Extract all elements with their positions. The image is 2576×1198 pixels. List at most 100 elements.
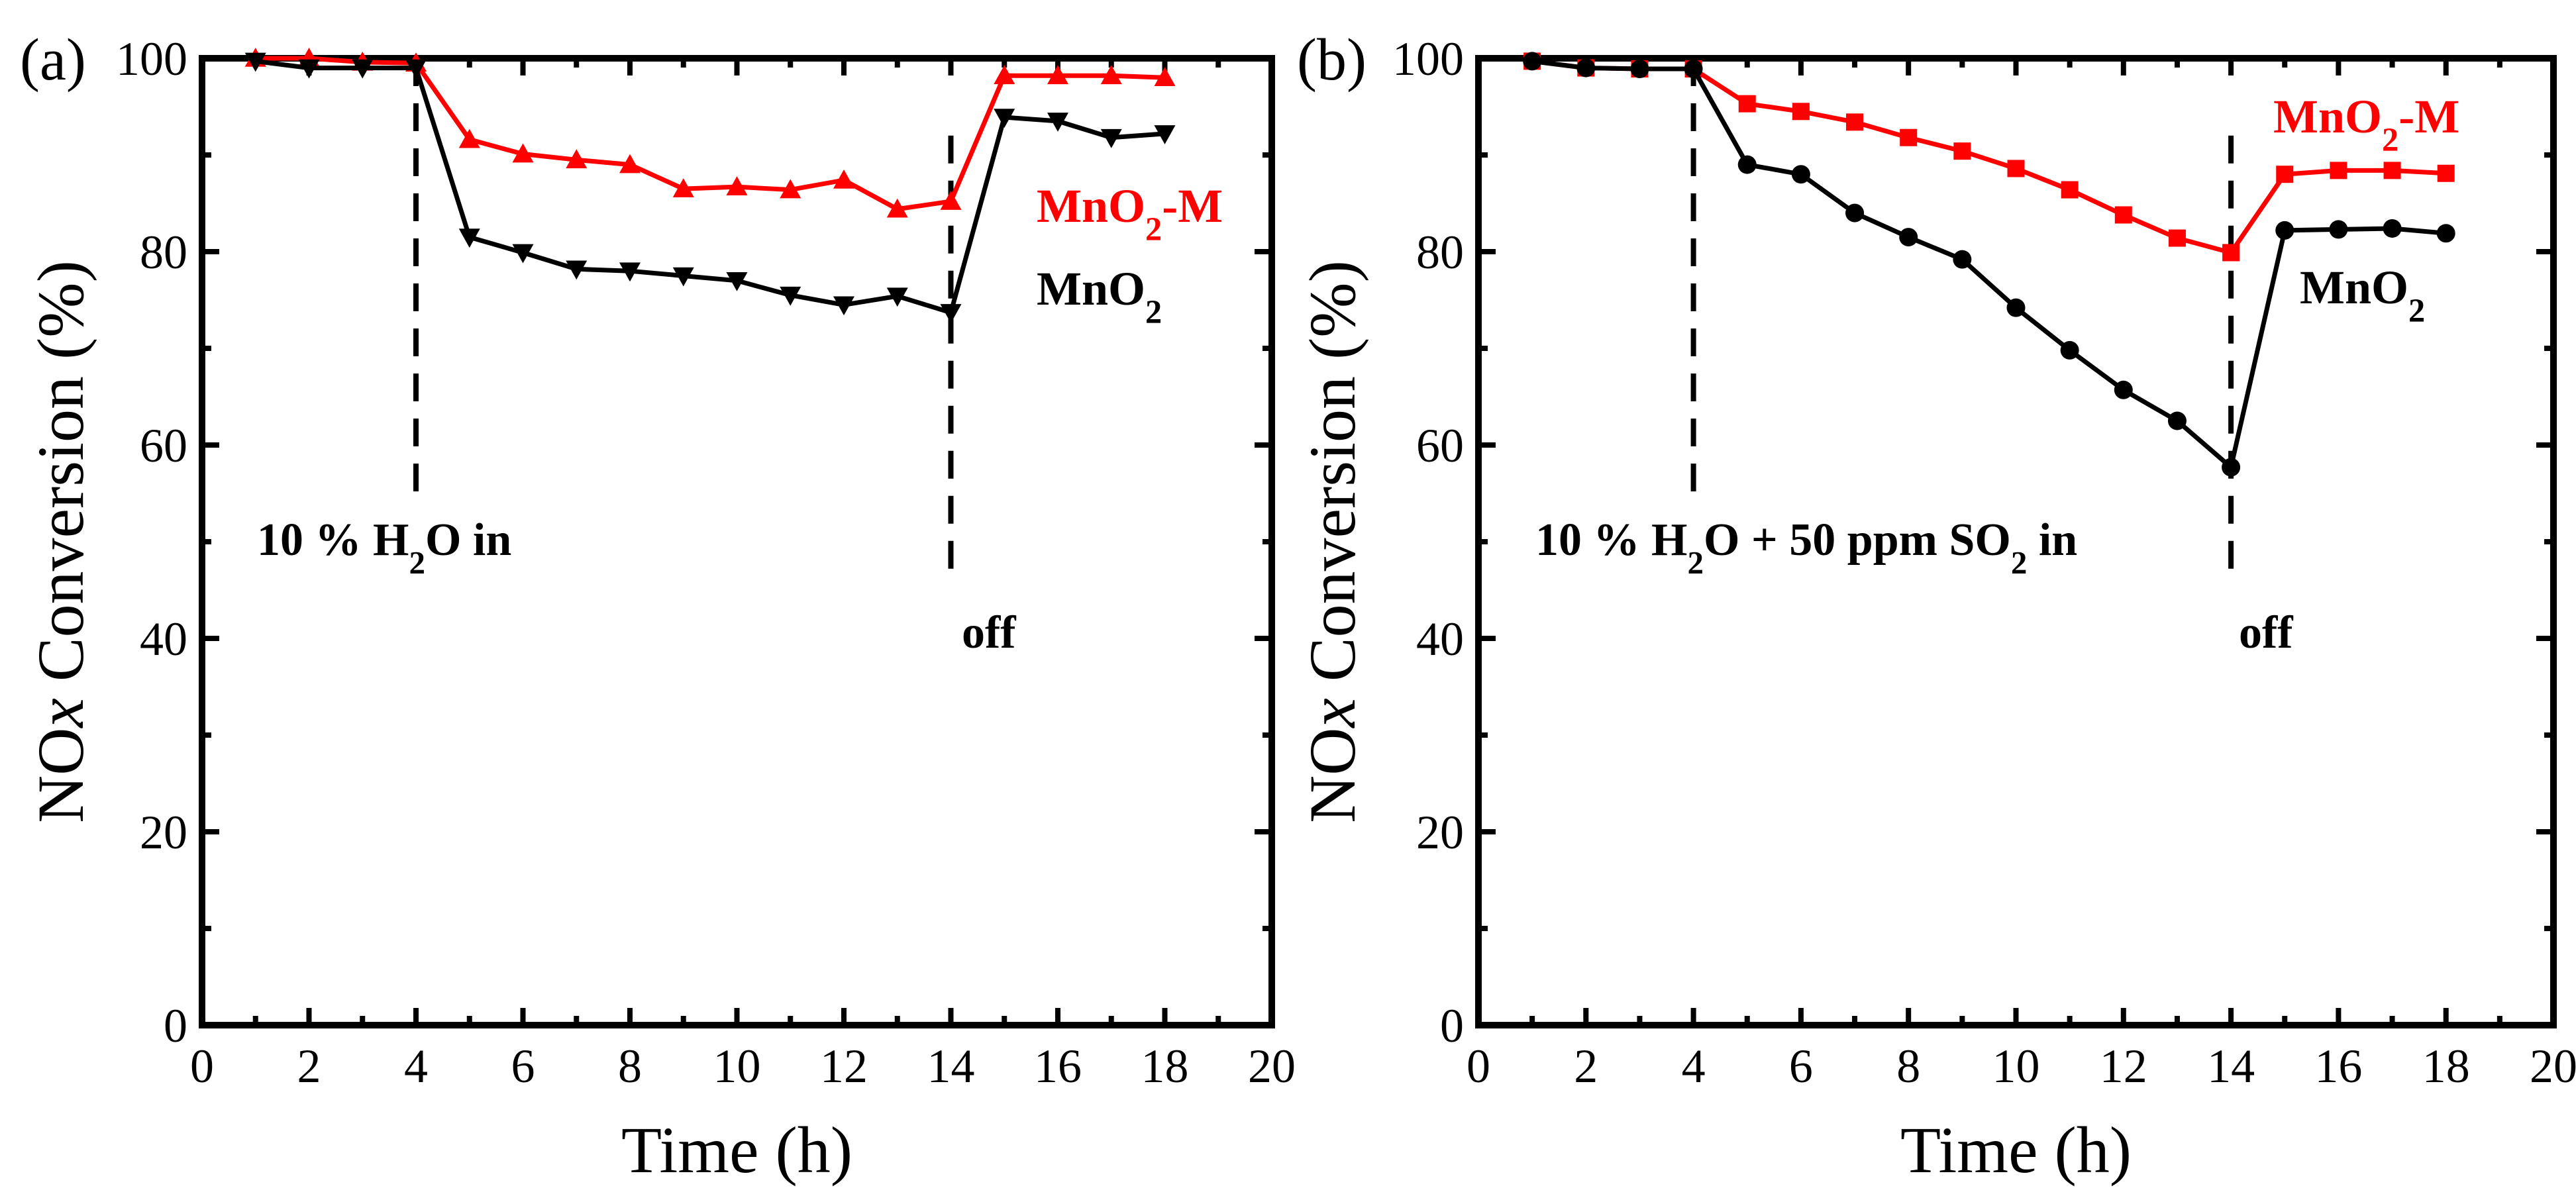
data-point [298, 59, 320, 79]
x-tick-label: 4 [404, 1040, 428, 1093]
data-point [2222, 458, 2241, 477]
x-tick-label: 14 [2207, 1040, 2255, 1093]
data-point [1953, 142, 1971, 160]
event-annotation: off [2239, 607, 2293, 658]
y-tick-label: 100 [116, 32, 187, 85]
data-point [2006, 298, 2026, 317]
data-point [886, 198, 908, 218]
data-point [780, 179, 801, 199]
data-point [566, 149, 588, 169]
data-point [940, 191, 962, 210]
x-tick-label: 10 [713, 1040, 761, 1093]
y-tick-label: 20 [1416, 806, 1464, 859]
data-point [1630, 60, 1649, 79]
y-tick-label: 60 [1416, 419, 1464, 472]
data-point [1684, 60, 1703, 79]
event-annotation: 10 % H2O + 50 ppm SO2 in [1535, 515, 2077, 581]
y-axis-title: NOx Conversion (%) [24, 260, 97, 823]
y-tick-label: 20 [140, 806, 187, 859]
x-tick-label: 8 [618, 1040, 642, 1093]
x-tick-label: 10 [1992, 1040, 2040, 1093]
x-tick-label: 0 [1467, 1040, 1490, 1093]
x-tick-label: 4 [1682, 1040, 1706, 1093]
data-point [458, 228, 480, 248]
data-point [1154, 125, 1176, 144]
data-point [619, 262, 641, 282]
data-point [833, 296, 854, 316]
data-point [2061, 181, 2079, 199]
data-point [1792, 103, 1810, 121]
data-point [780, 286, 801, 306]
data-point [726, 272, 748, 291]
series-line [255, 58, 1165, 315]
legend-label: MnO2-M [2273, 90, 2459, 158]
y-tick-label: 80 [1416, 226, 1464, 279]
y-tick-label: 40 [140, 613, 187, 666]
x-tick-label: 0 [190, 1040, 214, 1093]
data-point [1100, 128, 1122, 148]
data-point [1845, 203, 1865, 223]
y-tick-label: 0 [1440, 999, 1464, 1052]
x-tick-label: 12 [2100, 1040, 2147, 1093]
data-point [352, 59, 374, 79]
x-tick-label: 16 [1034, 1040, 1082, 1093]
y-tick-label: 40 [1416, 613, 1464, 666]
data-point [1953, 250, 1972, 269]
data-point [458, 128, 480, 148]
x-axis-title: Time (h) [1900, 1113, 2132, 1187]
data-point [994, 65, 1015, 85]
data-point [2436, 224, 2455, 243]
panel-label: (b) [1297, 27, 1366, 93]
x-axis-title: Time (h) [621, 1113, 852, 1187]
x-tick-label: 2 [1574, 1040, 1598, 1093]
data-point [994, 109, 1015, 128]
data-point [2276, 166, 2294, 183]
data-point [1738, 95, 1756, 113]
data-point [886, 287, 908, 307]
legend-label: MnO2-M [1037, 179, 1223, 248]
data-point [566, 260, 588, 280]
y-tick-label: 80 [140, 226, 187, 279]
data-point [1737, 155, 1757, 174]
legend-label: MnO2 [2300, 261, 2425, 329]
data-point [2330, 162, 2347, 179]
x-tick-label: 12 [820, 1040, 868, 1093]
data-point [2168, 229, 2186, 247]
y-tick-label: 0 [164, 999, 187, 1052]
data-point [2222, 244, 2240, 262]
y-axis-title: NOx Conversion (%) [1296, 260, 1369, 823]
data-point [833, 169, 854, 189]
data-point [726, 176, 748, 195]
series-line [255, 56, 1165, 212]
y-tick-label: 100 [1392, 32, 1464, 85]
data-point [940, 304, 962, 323]
data-point [244, 52, 266, 72]
data-point [2007, 160, 2025, 177]
event-annotation: 10 % H2O in [257, 515, 511, 581]
x-tick-label: 2 [297, 1040, 321, 1093]
chart-panel-a: 0 2 4 6 8 10 12 14 16 18 20 0 20 40 60 80 100 Time (h) NOx… [20, 27, 1296, 1187]
data-point [1846, 113, 1864, 131]
data-point [1100, 65, 1122, 85]
data-point [672, 178, 694, 197]
data-point [1791, 165, 1810, 184]
data-point [512, 244, 534, 264]
data-point [2329, 220, 2348, 239]
x-tick-label: 18 [2422, 1040, 2470, 1093]
x-tick-label: 20 [2530, 1040, 2576, 1093]
x-tick-label: 16 [2314, 1040, 2362, 1093]
y-tick-label: 60 [140, 419, 187, 472]
x-tick-label: 6 [511, 1040, 535, 1093]
x-tick-label: 18 [1141, 1040, 1189, 1093]
x-tick-label: 14 [927, 1040, 975, 1093]
x-tick-label: 6 [1789, 1040, 1813, 1093]
data-point [1047, 113, 1068, 132]
data-point [1900, 128, 1918, 146]
data-point [1154, 67, 1176, 86]
data-point [2060, 340, 2079, 360]
data-point [1899, 228, 1918, 247]
data-point [2167, 411, 2187, 430]
legend-label: MnO2 [1037, 262, 1162, 330]
data-point [512, 143, 534, 163]
